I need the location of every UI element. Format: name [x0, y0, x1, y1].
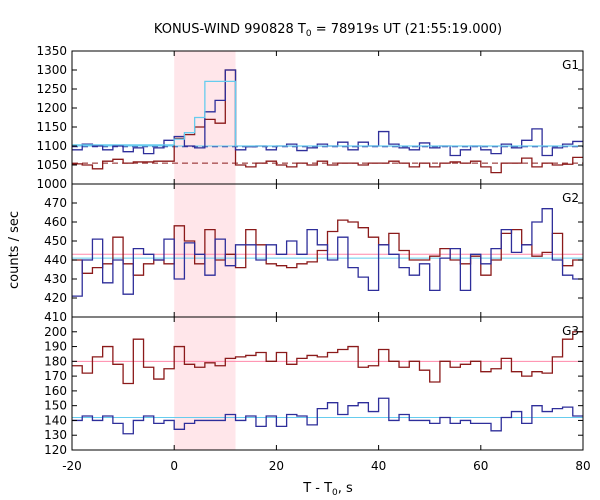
y-tick-label: 190: [44, 340, 67, 354]
y-axis-label: counts / sec: [7, 211, 22, 289]
y-tick-label: 420: [44, 291, 67, 305]
x-axis-label-suffix: , s: [338, 481, 353, 496]
y-tick-label: 440: [44, 253, 67, 267]
panel-frame-G3: [71, 316, 584, 451]
chart-title: KONUS-WIND 990828 T0 = 78919s UT (21:55:…: [154, 22, 502, 39]
x-tick-label: 80: [575, 459, 590, 473]
panel-G3: [72, 317, 583, 450]
y-tick-label: 1000: [36, 177, 67, 191]
y-tick-label: 430: [44, 272, 67, 286]
y-tick-label: 1300: [36, 63, 67, 77]
series-blue-G3: [72, 397, 583, 435]
y-tick-label: 150: [44, 399, 67, 413]
x-tick-label: 60: [473, 459, 488, 473]
chart-title-prefix: KONUS-WIND 990828 T: [154, 22, 306, 37]
y-tick-label: 1350: [36, 44, 67, 58]
x-tick-label: -20: [62, 459, 82, 473]
y-tick-label: 130: [44, 428, 67, 442]
panel-G2: [72, 184, 583, 317]
x-tick-label: 20: [269, 459, 284, 473]
chart-title-subscript: 0: [306, 29, 312, 39]
x-axis-label: T - T0, s: [302, 481, 353, 498]
series-cyan-G1: [72, 80, 583, 147]
y-tick-label: 470: [44, 196, 67, 210]
panel-label-G3: G3: [562, 324, 579, 338]
y-tick-label: 120: [44, 443, 67, 457]
y-tick-label: 1100: [36, 139, 67, 153]
y-tick-label: 200: [44, 325, 67, 339]
y-tick-label: 410: [44, 310, 67, 324]
highlight-interval: [174, 317, 236, 450]
series-red-G3: [72, 331, 583, 385]
y-tick-label: 1150: [36, 120, 67, 134]
y-tick-label: 450: [44, 234, 67, 248]
y-tick-label: 160: [44, 384, 67, 398]
panels-group: 10001050110011501200125013001350G1410420…: [36, 44, 590, 473]
x-tick-label: 40: [371, 459, 386, 473]
x-tick-label: 0: [170, 459, 178, 473]
panel-label-G2: G2: [562, 191, 579, 205]
y-tick-label: 180: [44, 354, 67, 368]
x-axis-label-prefix: T - T: [302, 481, 332, 496]
chart-title-suffix: = 78919s UT (21:55:19.000): [312, 22, 502, 37]
y-tick-label: 1200: [36, 101, 67, 115]
series-blue-G2: [72, 208, 583, 297]
y-tick-label: 170: [44, 369, 67, 383]
x-axis-label-subscript: 0: [332, 488, 338, 498]
y-tick-label: 140: [44, 413, 67, 427]
series-red-G1: [72, 69, 583, 174]
y-tick-label: 1250: [36, 82, 67, 96]
series-blue-G1: [72, 69, 583, 157]
y-tick-label: 460: [44, 215, 67, 229]
y-tick-label: 1050: [36, 158, 67, 172]
panel-G1: [72, 51, 583, 184]
panel-label-G1: G1: [562, 58, 579, 72]
